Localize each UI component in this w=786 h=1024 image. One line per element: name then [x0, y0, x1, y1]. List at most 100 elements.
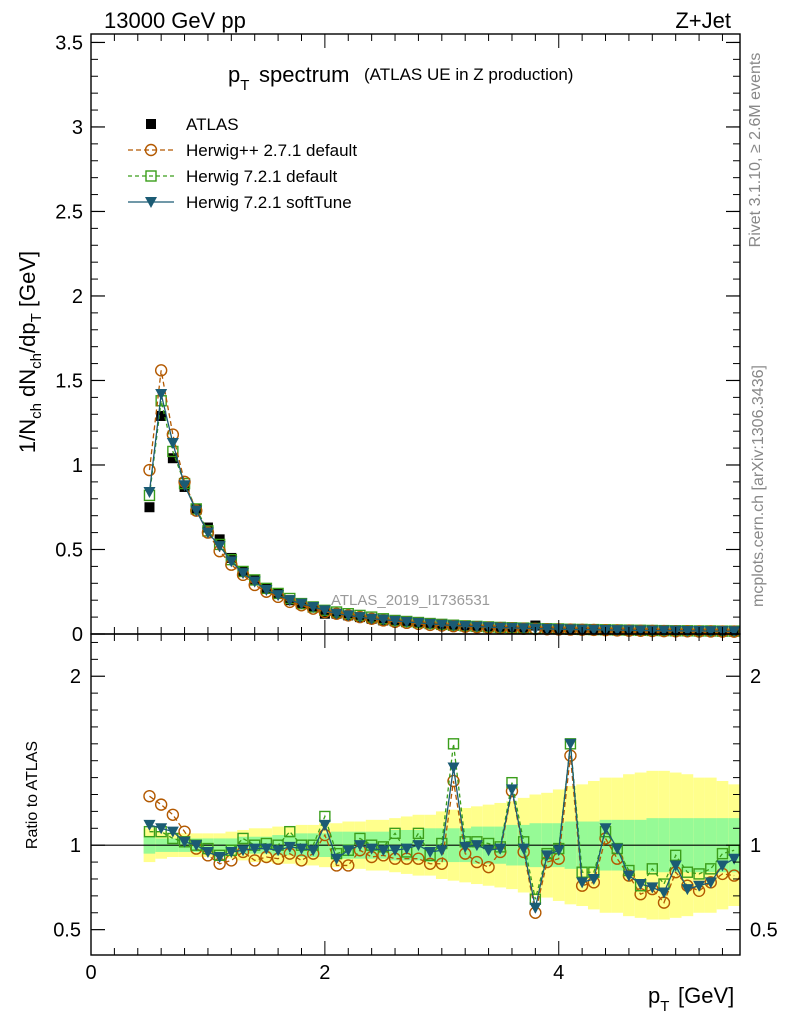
ratio-point-3 — [564, 738, 577, 750]
title-p: p — [228, 62, 240, 87]
main-point-3 — [190, 505, 203, 517]
xtick-label: 4 — [553, 962, 564, 984]
legend-marker-2 — [145, 170, 157, 182]
title-paren: (ATLAS UE in Z production) — [364, 65, 573, 84]
main-ytick-label: 3.5 — [55, 32, 83, 54]
xlabel-unit: [GeV] — [678, 983, 734, 1008]
main-point-3 — [681, 625, 694, 637]
main-point-3 — [470, 621, 483, 633]
analysis-watermark: ATLAS_2019_I1736531 — [331, 592, 490, 609]
xtick-label: 0 — [85, 962, 96, 984]
legend-label-2: Herwig 7.2.1 default — [186, 167, 337, 186]
legend-label-1: Herwig++ 2.7.1 default — [186, 141, 357, 160]
ratio-point-2 — [412, 827, 425, 840]
ratio-ytick-label: 2 — [70, 666, 81, 688]
xlabel-sub: T — [660, 998, 669, 1015]
main-point-3 — [412, 617, 425, 629]
ratio-point-3 — [482, 845, 495, 857]
ratio-point-1 — [143, 789, 156, 803]
legend-marker-1 — [144, 143, 158, 157]
ratio-series-layer — [143, 738, 741, 919]
ratio-point-3 — [529, 902, 542, 914]
main-ytick-label: 0.5 — [55, 539, 83, 561]
ratio-point-3 — [716, 860, 729, 872]
ratio-point-3 — [166, 826, 179, 838]
ratio-point-3 — [646, 882, 659, 894]
main-point-3 — [330, 608, 343, 620]
ratio-point-2 — [705, 863, 717, 875]
ratio-point-3 — [237, 845, 250, 857]
ratio-point-3 — [681, 884, 694, 896]
main-point-3 — [201, 527, 214, 539]
main-point-3 — [213, 541, 226, 553]
main-point-3 — [634, 625, 647, 637]
main-point-3 — [389, 615, 402, 627]
ratio-point-3 — [143, 819, 156, 831]
ratio-ytick-label-right: 1 — [750, 835, 761, 857]
ratio-point-3 — [190, 840, 203, 852]
main-point-1 — [143, 463, 156, 477]
ratio-point-1 — [470, 855, 484, 869]
ratio-point-3 — [295, 843, 308, 855]
main-point-3 — [587, 624, 600, 636]
ratio-point-3 — [693, 880, 706, 892]
ratio-point-3 — [576, 877, 589, 889]
main-point-3 — [166, 438, 179, 450]
ratio-point-3 — [517, 843, 530, 855]
legend-marker-0 — [146, 119, 156, 129]
mcplots-label: mcplots.cern.ch [arXiv:1306.3436] — [750, 365, 767, 607]
ratio-point-1 — [248, 854, 261, 867]
ratio-point-3 — [669, 860, 682, 872]
main-ytick-label: 1.5 — [55, 370, 83, 392]
ratio-point-3 — [318, 819, 331, 831]
ratio-point-3 — [704, 877, 717, 889]
ratio-point-1 — [435, 857, 449, 870]
ratio-point-1 — [166, 808, 180, 821]
main-ytick-label: 2.5 — [55, 201, 83, 223]
ratio-point-2 — [693, 868, 705, 880]
legend-marker-3 — [145, 197, 157, 208]
ratio-point-3 — [424, 846, 437, 858]
main-point-3 — [342, 610, 355, 622]
main-point-0 — [167, 453, 178, 464]
legend-label-3: Herwig 7.2.1 softTune — [186, 193, 352, 212]
ratio-point-3 — [213, 852, 226, 864]
main-point-3 — [272, 590, 285, 602]
main-ytick-label: 2 — [72, 286, 83, 308]
ratio-point-2 — [447, 738, 460, 750]
ratio-point-2 — [716, 847, 729, 860]
main-point-3 — [459, 621, 472, 633]
main-point-3 — [494, 622, 507, 634]
main-frame: 0 0.5 1 1.5 2 2.5 3 3.5 — [55, 32, 741, 646]
title-sub: T — [240, 77, 249, 94]
main-point-3 — [424, 618, 437, 630]
ratio-point-3 — [657, 887, 670, 899]
main-point-3 — [248, 576, 261, 588]
main-ytick-label: 3 — [72, 117, 83, 139]
main-point-3 — [307, 601, 320, 613]
ratio-point-3 — [447, 762, 460, 774]
ratio-ylabel: Ratio to ATLAS — [24, 741, 41, 849]
ratio-point-2 — [646, 863, 658, 875]
main-point-3 — [728, 626, 741, 638]
main-point-3 — [657, 625, 670, 637]
ratio-point-2 — [669, 849, 682, 862]
main-point-3 — [541, 623, 554, 635]
main-point-3 — [225, 556, 238, 568]
rivet-label: Rivet 3.1.10, ≥ 2.6M events — [747, 53, 764, 248]
main-point-3 — [318, 605, 331, 617]
ratio-point-3 — [622, 870, 635, 882]
ratio-ytick-label-right: 2 — [750, 666, 761, 688]
main-point-3 — [400, 616, 413, 628]
main-ytick-label: 1 — [72, 455, 83, 477]
main-point-3 — [611, 625, 624, 637]
ratio-point-3 — [353, 840, 366, 852]
ratio-point-3 — [587, 873, 600, 885]
main-point-1 — [154, 364, 168, 377]
ratio-point-3 — [365, 843, 378, 855]
ratio-point-2 — [389, 827, 401, 840]
ratio-point-3 — [541, 850, 554, 862]
ratio-point-3 — [459, 841, 472, 853]
ratio-point-3 — [201, 846, 214, 858]
main-point-3 — [260, 585, 273, 597]
